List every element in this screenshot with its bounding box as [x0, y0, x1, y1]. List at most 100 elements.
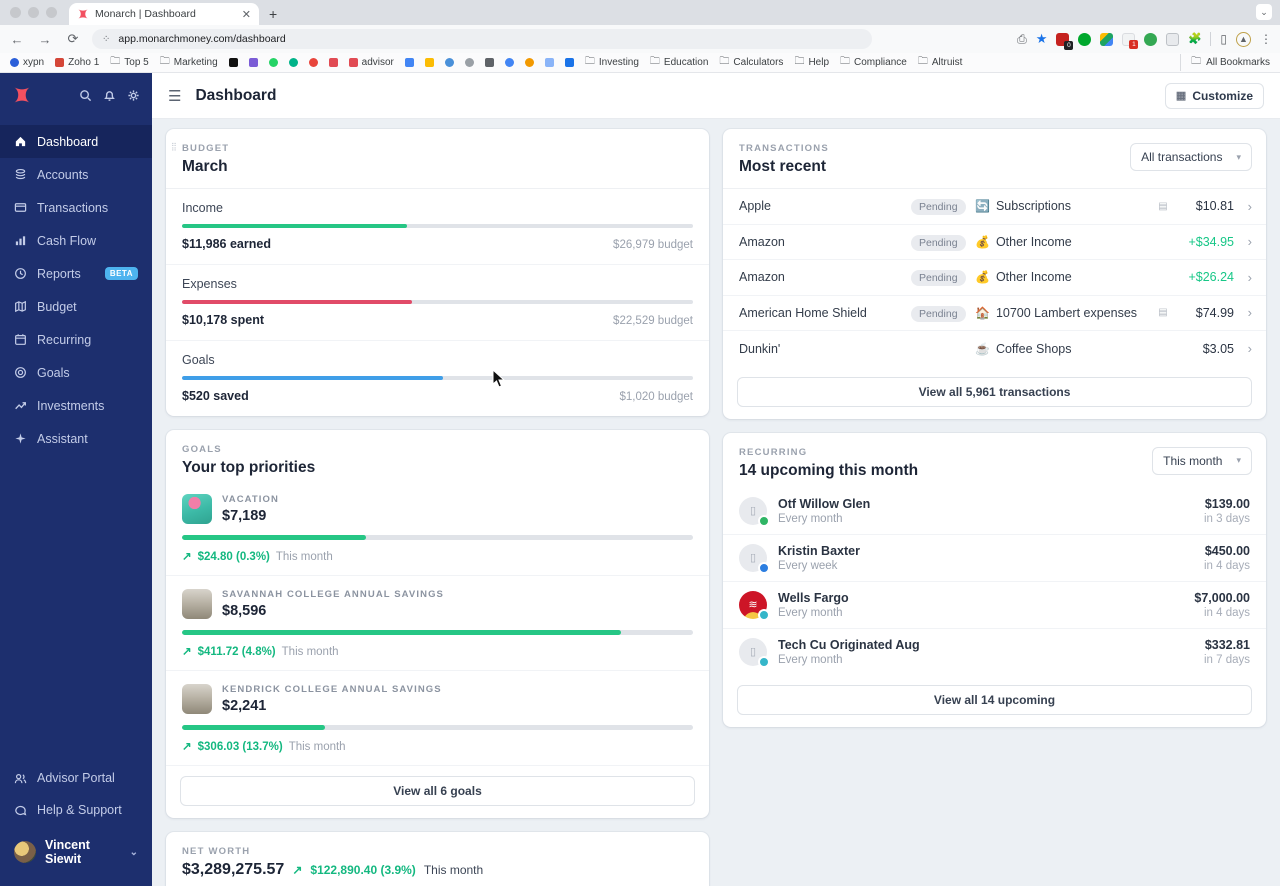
sidebar-item-assistant[interactable]: Assistant — [0, 422, 152, 455]
reload-icon[interactable]: ⟳ — [67, 31, 79, 46]
customize-button[interactable]: ▦ Customize — [1164, 82, 1264, 109]
sidebar-item-reports[interactable]: Reports BETA — [0, 257, 152, 290]
sidebar-item-accounts[interactable]: Accounts — [0, 158, 152, 191]
extension-icon-6[interactable] — [1166, 32, 1180, 46]
sidebar-item-dashboard[interactable]: Dashboard — [0, 125, 152, 158]
transaction-row[interactable]: Amazon Pending 💰 Other Income +$34.95 › — [723, 225, 1266, 260]
user-menu[interactable]: Vincent Siewit ⌄ — [0, 826, 152, 882]
view-all-goals-button[interactable]: View all 6 goals — [180, 776, 695, 806]
bookmark-favicon[interactable] — [464, 58, 474, 67]
bookmark-folder[interactable]: 🗀 Altruist — [918, 54, 963, 71]
receipt-icon: ▤ — [1158, 307, 1168, 319]
bookmark-favicon[interactable] — [524, 58, 534, 67]
bookmark-favicon[interactable] — [544, 58, 554, 67]
bookmark-favicon[interactable] — [308, 58, 318, 67]
sidebar-item-cashflow[interactable]: Cash Flow — [0, 224, 152, 257]
bookmark-favicon[interactable] — [248, 58, 258, 67]
extensions-puzzle-icon[interactable]: 🧩 — [1188, 32, 1203, 45]
extension-icon-5[interactable] — [1144, 32, 1158, 46]
bookmark-favicon[interactable] — [564, 58, 574, 67]
browser-tab[interactable]: Monarch | Dashboard ✕ — [69, 3, 259, 25]
recurring-filter-dropdown[interactable]: This month ▾ — [1152, 446, 1252, 475]
folder-icon: 🗀 — [917, 56, 928, 67]
receipt-icon: ▤ — [1158, 200, 1168, 212]
bookmark-folder[interactable]: 🗀 Calculators — [719, 54, 783, 71]
bookmark-favicon[interactable] — [404, 58, 414, 67]
transaction-row[interactable]: Dunkin' ☕ Coffee Shops $3.05 › — [739, 341, 1252, 357]
recurring-card: RECURRING 14 upcoming this month This mo… — [723, 432, 1266, 727]
goal-item-kendrick[interactable]: KENDRICK COLLEGE ANNUAL SAVINGS $2,241 ↗ $… — [166, 671, 709, 766]
hamburger-menu-icon[interactable]: ☰ — [168, 87, 182, 105]
extension-icon-3[interactable] — [1100, 32, 1114, 46]
bookmark-item[interactable]: xypn — [10, 57, 44, 68]
budget-row-expenses[interactable]: Expenses $10,178 spent $22,529 budget — [166, 265, 709, 341]
view-all-transactions-button[interactable]: View all 5,961 transactions — [737, 376, 1252, 407]
back-icon[interactable]: ← — [10, 31, 24, 47]
sidebar-item-goals[interactable]: Goals — [0, 356, 152, 389]
bookmark-folder[interactable]: 🗀 Investing — [585, 54, 639, 71]
budget-row-goals[interactable]: Goals $520 saved $1,020 budget — [182, 353, 693, 403]
folder-icon: 🗀 — [649, 56, 660, 67]
new-tab-button[interactable]: + — [269, 6, 278, 22]
merchant-avatar: ▯ — [739, 543, 770, 574]
bookmark-favicon[interactable] — [484, 58, 494, 67]
monarch-logo[interactable] — [12, 85, 32, 105]
bookmark-item[interactable]: Zoho 1 — [55, 57, 99, 68]
cast-icon[interactable]: ⎙ — [1017, 31, 1027, 46]
bookmark-folder[interactable]: 🗀 Help — [794, 54, 829, 71]
all-bookmarks[interactable]: 🗀 All Bookmarks — [1180, 54, 1270, 71]
bookmark-favicon[interactable] — [268, 58, 278, 67]
sidebar-item-budget[interactable]: Budget — [0, 290, 152, 323]
menu-kebab-icon[interactable]: ⋮ — [1260, 32, 1272, 46]
view-all-upcoming-button[interactable]: View all 14 upcoming — [737, 684, 1252, 715]
goal-item-vacation[interactable]: VACATION $7,189 ↗ $24.80 (0.3%) This month — [166, 481, 709, 576]
bookmark-folder[interactable]: 🗀 Education — [650, 54, 708, 71]
bookmark-folder[interactable]: 🗀 Marketing — [160, 54, 218, 71]
tab-strip-chevron[interactable]: ⌄ — [1256, 4, 1272, 20]
bookmark-favicon[interactable] — [288, 58, 298, 67]
transactions-title: Most recent — [739, 158, 826, 175]
goals-progress-bar — [182, 376, 693, 380]
extension-icon-4[interactable]: 1 — [1122, 32, 1139, 49]
sidebar-item-recurring[interactable]: Recurring — [0, 323, 152, 356]
profile-icon[interactable]: ▲ — [1236, 31, 1251, 47]
sidebar-item-transactions[interactable]: Transactions — [0, 191, 152, 224]
bookmark-item-advisor[interactable]: advisor — [348, 57, 394, 68]
transaction-row[interactable]: American Home Shield Pending 🏠 10700 Lamb… — [723, 296, 1266, 331]
bookmark-favicon[interactable] — [328, 58, 338, 67]
networth-amount: $3,289,275.57 — [182, 861, 285, 878]
goal-item-savannah[interactable]: SAVANNAH COLLEGE ANNUAL SAVINGS $8,596 ↗ $… — [166, 576, 709, 671]
sidebar-item-investments[interactable]: Investments — [0, 389, 152, 422]
transaction-row[interactable]: Amazon Pending 💰 Other Income +$26.24 › — [723, 260, 1266, 296]
folder-icon: 🗀 — [794, 56, 805, 67]
budget-row-income[interactable]: Income $11,986 earned $26,979 budget — [166, 189, 709, 265]
recurring-item[interactable]: ▯ Kristin Baxter Every week $450.00 in 4 d… — [723, 535, 1266, 582]
sidebar-item-help-support[interactable]: Help & Support — [0, 794, 152, 826]
bookmark-favicon[interactable] — [228, 58, 238, 67]
bookmark-favicon[interactable] — [444, 58, 454, 67]
coins-icon — [15, 168, 26, 180]
extension-icon-1[interactable]: 0 — [1056, 32, 1074, 50]
window-controls[interactable] — [10, 0, 57, 25]
recurring-item[interactable]: ▯ Tech Cu Originated Aug Every month $332… — [723, 629, 1266, 675]
gear-icon[interactable] — [127, 89, 140, 102]
forward-icon[interactable]: → — [38, 31, 52, 47]
bell-icon[interactable] — [103, 89, 116, 102]
sidebar-item-advisor-portal[interactable]: Advisor Portal — [0, 762, 152, 794]
bookmark-folder[interactable]: 🗀 Compliance — [840, 54, 907, 71]
transactions-filter-dropdown[interactable]: All transactions ▾ — [1130, 143, 1252, 171]
bookmark-star-icon[interactable]: ★ — [1035, 31, 1048, 46]
transaction-row[interactable]: Apple Pending 🔄 Subscriptions ▤ $10.81 › — [723, 189, 1266, 225]
recurring-item[interactable]: ≋ Wells Fargo Every month $7,000.00 in 4 d… — [723, 582, 1266, 629]
side-panel-icon[interactable]: ▯ — [1220, 32, 1227, 46]
search-icon[interactable] — [79, 89, 92, 102]
extension-icon-2[interactable] — [1078, 32, 1092, 46]
bookmark-folder[interactable]: 🗀 Top 5 — [110, 54, 148, 71]
site-info-icon[interactable]: ⁘ — [102, 33, 111, 45]
bookmark-favicon[interactable] — [504, 58, 514, 67]
recurring-item[interactable]: ▯ Otf Willow Glen Every month $139.00 in 3… — [723, 488, 1266, 535]
tab-close-icon[interactable]: ✕ — [241, 8, 251, 21]
bookmark-favicon[interactable] — [424, 58, 434, 67]
address-bar[interactable]: ⁘ app.monarchmoney.com/dashboard — [92, 29, 872, 49]
drag-handle-icon[interactable]: ⣿ — [171, 142, 178, 151]
